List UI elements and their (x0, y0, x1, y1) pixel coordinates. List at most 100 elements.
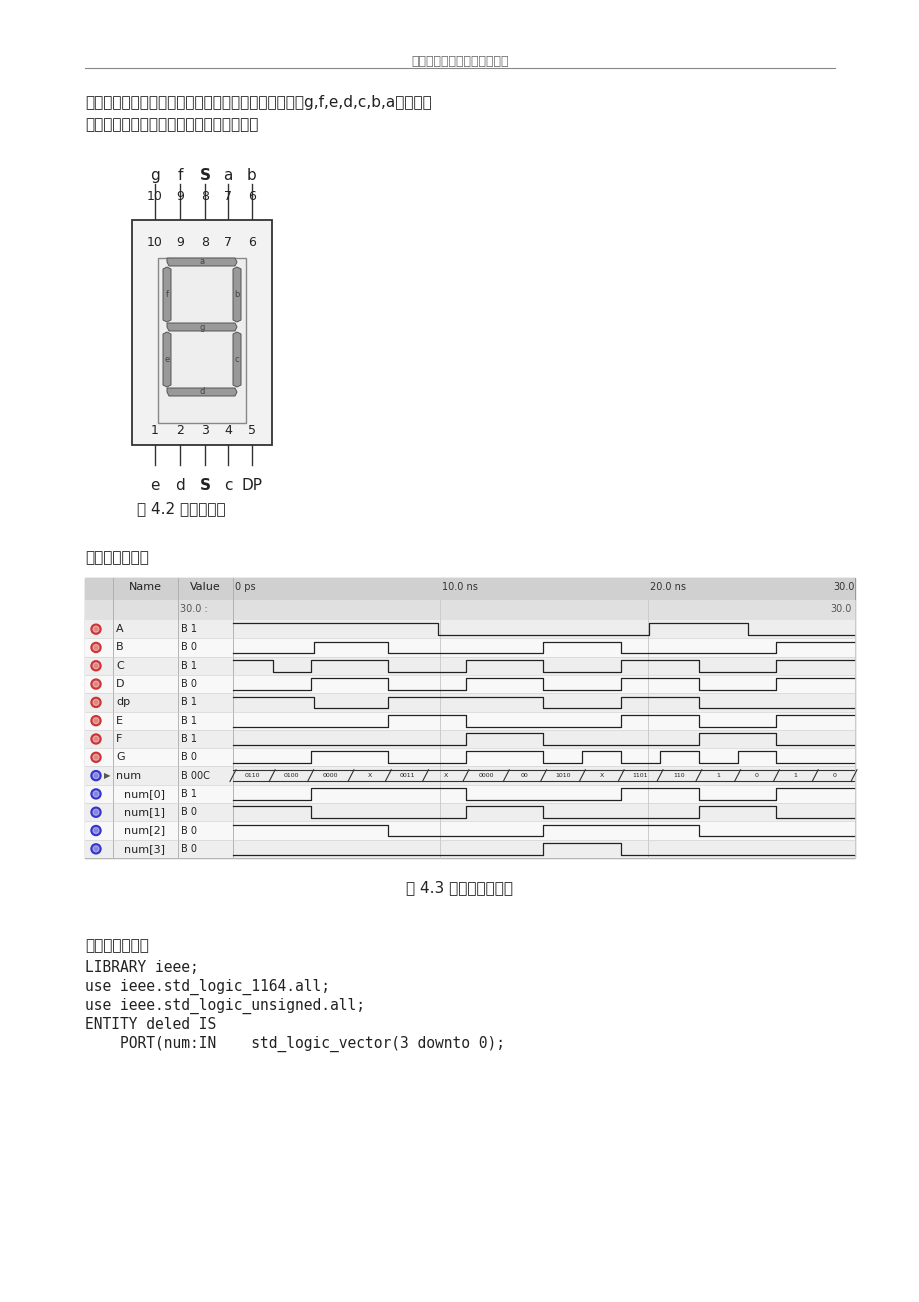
Bar (85, 578, 854, 858)
Text: X: X (443, 773, 448, 779)
Text: 数码管驱动电路，驱动数码管发光。共有七段数码管为g,f,e,d,c,b,a接高电频: 数码管驱动电路，驱动数码管发光。共有七段数码管为g,f,e,d,c,b,a接高电… (85, 95, 431, 109)
Text: Value: Value (190, 582, 221, 592)
Text: Name: Name (129, 582, 162, 592)
Polygon shape (167, 388, 237, 396)
Text: 30.0 :: 30.0 : (180, 604, 208, 615)
Text: num[1]: num[1] (124, 807, 165, 818)
Circle shape (93, 644, 99, 651)
Bar (85, 822, 854, 840)
Text: 0000: 0000 (478, 773, 494, 779)
Text: LIBRARY ieee;: LIBRARY ieee; (85, 960, 199, 975)
Polygon shape (167, 258, 237, 266)
Circle shape (93, 810, 99, 815)
Circle shape (91, 807, 101, 818)
Text: B 0: B 0 (181, 680, 197, 689)
Text: g: g (150, 168, 160, 184)
Circle shape (91, 680, 101, 689)
Circle shape (93, 699, 99, 706)
Text: 1: 1 (151, 424, 159, 437)
Text: 4: 4 (224, 424, 232, 437)
Text: 1101: 1101 (632, 773, 648, 779)
Circle shape (93, 663, 99, 669)
Text: 0: 0 (832, 773, 835, 779)
Text: e: e (165, 355, 169, 365)
Polygon shape (167, 323, 237, 331)
Text: 1010: 1010 (554, 773, 570, 779)
Text: ▶: ▶ (104, 771, 110, 780)
Circle shape (91, 789, 101, 799)
Text: 2: 2 (176, 424, 184, 437)
Circle shape (93, 790, 99, 797)
Text: 0 ps: 0 ps (234, 582, 255, 592)
Bar (85, 638, 854, 656)
Text: b: b (234, 290, 240, 299)
Circle shape (93, 626, 99, 633)
Text: X: X (367, 773, 371, 779)
Circle shape (91, 716, 101, 725)
Text: 9: 9 (176, 190, 184, 203)
Bar (85, 656, 854, 674)
Text: 3: 3 (201, 424, 209, 437)
Bar (85, 578, 854, 600)
Circle shape (93, 772, 99, 779)
Text: 8: 8 (200, 236, 209, 249)
Polygon shape (233, 332, 241, 387)
Text: 6: 6 (248, 236, 255, 249)
Bar (85, 803, 854, 822)
Text: 5: 5 (248, 424, 255, 437)
Text: ENTITY deled IS: ENTITY deled IS (85, 1017, 216, 1032)
Text: num[3]: num[3] (124, 844, 165, 854)
Text: B 1: B 1 (181, 734, 197, 743)
Circle shape (93, 846, 99, 852)
Text: 9: 9 (176, 236, 184, 249)
Text: a: a (223, 168, 233, 184)
Text: B 0: B 0 (181, 642, 197, 652)
Circle shape (93, 828, 99, 833)
Text: 10: 10 (147, 236, 163, 249)
Text: DP: DP (241, 478, 262, 493)
Text: 0000: 0000 (323, 773, 338, 779)
Circle shape (91, 753, 101, 762)
Text: 7: 7 (223, 190, 232, 203)
Text: X: X (599, 773, 603, 779)
Circle shape (91, 642, 101, 652)
Text: 图 4.3 数码管仿真波形: 图 4.3 数码管仿真波形 (406, 880, 513, 894)
Text: S: S (199, 168, 210, 184)
Circle shape (93, 754, 99, 760)
Text: 1: 1 (715, 773, 720, 779)
Bar (85, 693, 854, 711)
Circle shape (91, 771, 101, 781)
Text: a: a (199, 258, 204, 267)
Text: B: B (116, 642, 123, 652)
Polygon shape (163, 332, 171, 387)
Text: B 1: B 1 (181, 624, 197, 634)
Circle shape (93, 717, 99, 724)
Text: c: c (234, 355, 239, 365)
Text: B 00C: B 00C (181, 771, 210, 781)
Text: 00: 00 (520, 773, 528, 779)
Text: 20.0 ns: 20.0 ns (649, 582, 686, 592)
Text: d: d (175, 478, 185, 493)
Text: 10.0 ns: 10.0 ns (442, 582, 478, 592)
Text: dp: dp (116, 698, 130, 707)
Text: 10: 10 (147, 190, 163, 203)
Text: 0011: 0011 (399, 773, 414, 779)
Circle shape (91, 698, 101, 707)
Text: num[2]: num[2] (124, 825, 165, 836)
Text: 30.0: 30.0 (830, 604, 851, 615)
Bar (85, 600, 854, 620)
Text: B 0: B 0 (181, 753, 197, 762)
Text: B 1: B 1 (181, 716, 197, 725)
Text: 110: 110 (673, 773, 685, 779)
Text: num[0]: num[0] (124, 789, 165, 799)
Text: f: f (165, 290, 168, 299)
Text: 30.0: 30.0 (833, 582, 854, 592)
Polygon shape (163, 267, 171, 322)
Text: b: b (247, 168, 256, 184)
Text: B 1: B 1 (181, 789, 197, 799)
Text: B 1: B 1 (181, 661, 197, 671)
Text: 8: 8 (200, 190, 209, 203)
Text: S: S (199, 478, 210, 493)
Circle shape (93, 681, 99, 687)
Bar (131, 220, 272, 445)
